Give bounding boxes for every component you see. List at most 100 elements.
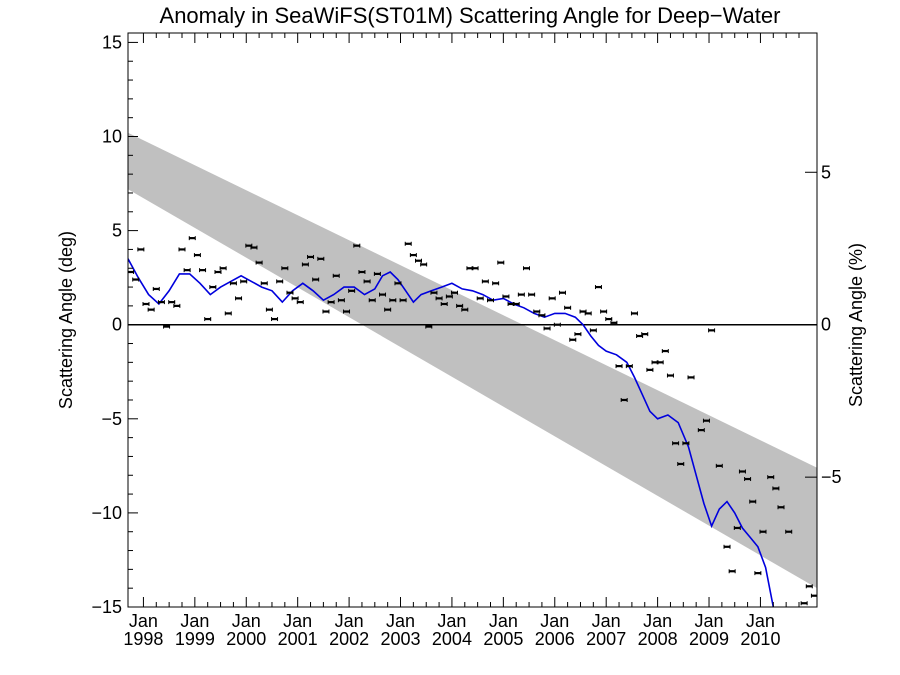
data-point — [348, 288, 356, 293]
data-point — [564, 305, 572, 310]
x-tick-label-year: 1999 — [175, 629, 215, 649]
data-point — [255, 260, 263, 265]
data-point — [646, 367, 654, 372]
x-tick-label-month: Jan — [232, 611, 261, 631]
data-point — [219, 266, 227, 271]
data-point — [785, 529, 793, 534]
y-tick-label-left: −5 — [101, 409, 122, 429]
x-tick-label-month: Jan — [335, 611, 364, 631]
data-point — [497, 260, 505, 265]
plot-frame — [127, 32, 818, 608]
data-point — [733, 525, 741, 530]
data-point — [445, 294, 453, 299]
data-point — [677, 461, 685, 466]
data-point — [157, 300, 165, 305]
chart-title: Anomaly in SeaWiFS(ST01M) Scattering Ang… — [160, 3, 781, 28]
data-point — [312, 277, 320, 282]
data-point — [276, 279, 284, 284]
y-tick-label-left: −15 — [91, 597, 122, 617]
data-point — [281, 266, 289, 271]
data-point — [128, 270, 135, 275]
data-point — [353, 243, 361, 248]
data-point — [630, 311, 638, 316]
data-point — [224, 311, 232, 316]
data-point — [332, 273, 340, 278]
data-point — [605, 317, 613, 322]
data-point — [358, 270, 366, 275]
data-point — [682, 441, 690, 446]
data-point — [615, 364, 623, 369]
data-point — [456, 303, 464, 308]
data-point — [738, 469, 746, 474]
data-point — [538, 313, 546, 318]
data-point — [327, 300, 335, 305]
data-point — [759, 529, 767, 534]
data-point — [625, 364, 633, 369]
data-point — [425, 324, 433, 329]
data-point — [805, 584, 813, 589]
data-point — [168, 300, 176, 305]
data-point — [389, 298, 397, 303]
data-point — [409, 253, 417, 258]
data-point — [687, 375, 695, 380]
data-point — [728, 569, 736, 574]
data-point — [810, 593, 817, 598]
data-point — [702, 418, 710, 423]
data-point — [492, 281, 500, 286]
data-point — [147, 307, 155, 312]
data-point — [697, 428, 705, 433]
data-point — [435, 296, 443, 301]
axes: −15−10−5051015−505Jan1998Jan1999Jan2000J… — [91, 32, 841, 649]
x-tick-label-month: Jan — [180, 611, 209, 631]
data-point — [235, 296, 243, 301]
x-tick-label-year: 2005 — [483, 629, 523, 649]
data-point — [584, 311, 592, 316]
data-point — [152, 286, 160, 291]
data-point — [548, 296, 556, 301]
data-point — [132, 277, 140, 282]
data-point — [600, 309, 608, 314]
data-point — [661, 349, 669, 354]
data-point — [641, 332, 649, 337]
data-point — [193, 253, 201, 258]
data-point — [574, 332, 582, 337]
data-point — [715, 463, 723, 468]
x-tick-label-year: 2006 — [535, 629, 575, 649]
x-tick-label-year: 2004 — [432, 629, 472, 649]
x-tick-label-month: Jan — [437, 611, 466, 631]
data-point — [399, 298, 407, 303]
data-point — [502, 294, 510, 299]
y-tick-label-left: −10 — [91, 503, 122, 523]
data-point — [368, 298, 376, 303]
x-tick-label-month: Jan — [129, 611, 158, 631]
x-tick-label-month: Jan — [592, 611, 621, 631]
data-point — [199, 268, 207, 273]
x-tick-label-year: 2003 — [380, 629, 420, 649]
x-tick-label-month: Jan — [746, 611, 775, 631]
x-tick-label-month: Jan — [540, 611, 569, 631]
plot-area — [128, 132, 817, 607]
data-point — [569, 337, 577, 342]
data-point — [522, 266, 530, 271]
data-point — [296, 300, 304, 305]
data-point — [373, 271, 381, 276]
y-tick-label-left: 10 — [102, 127, 122, 147]
data-point — [471, 266, 479, 271]
data-point — [754, 571, 762, 576]
data-point — [394, 281, 402, 286]
data-point — [379, 292, 387, 297]
data-point — [271, 317, 279, 322]
data-point — [461, 307, 469, 312]
data-point — [620, 397, 628, 402]
data-point — [430, 290, 438, 295]
data-point — [708, 328, 716, 333]
data-point — [137, 247, 145, 252]
data-point — [240, 279, 248, 284]
data-point — [744, 477, 752, 482]
data-point — [451, 290, 459, 295]
data-point — [173, 303, 181, 308]
data-point — [415, 258, 423, 263]
data-point — [142, 302, 150, 307]
data-point — [188, 236, 196, 241]
